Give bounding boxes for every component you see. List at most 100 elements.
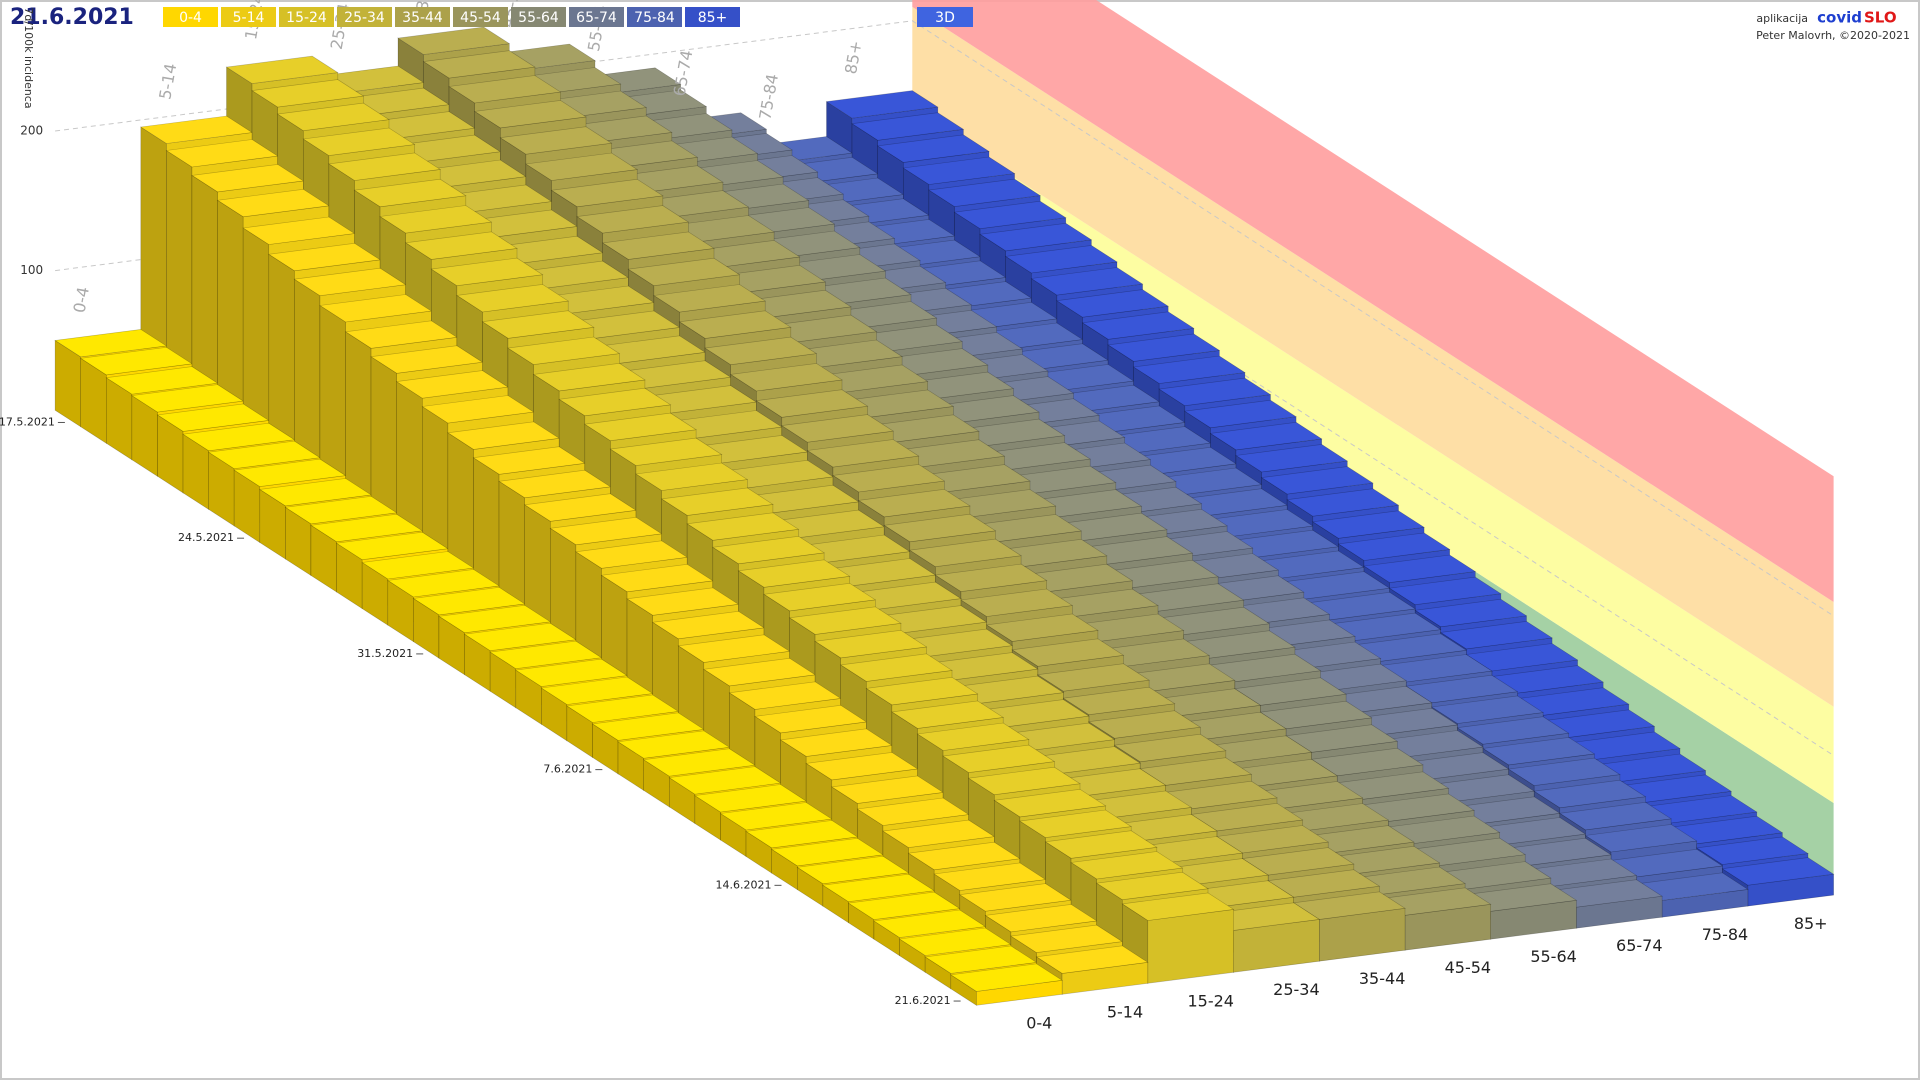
bar-top	[404, 231, 518, 260]
bar-top	[678, 310, 792, 339]
legend-button[interactable]	[569, 7, 624, 27]
bar-top	[825, 90, 939, 119]
bar-top	[857, 488, 971, 518]
series-label: 45-54	[1445, 958, 1492, 977]
author: Peter Malovrh, ©2020-2021	[1756, 29, 1910, 42]
bar-top	[1209, 421, 1323, 451]
series-back-label: 0-4	[70, 285, 93, 314]
legend-button[interactable]	[511, 7, 566, 27]
legend-label[interactable]: 85+	[698, 10, 728, 26]
bars	[54, 26, 1835, 1006]
bar-top	[1311, 510, 1425, 539]
bar-top	[985, 613, 1099, 642]
legend-label[interactable]: 25-34	[344, 10, 385, 26]
bar-top	[1533, 779, 1647, 809]
series-label: 75-84	[1702, 925, 1749, 944]
series-back-label: 85+	[841, 39, 866, 76]
bar-top	[1414, 598, 1528, 628]
legend-label[interactable]: 0-4	[179, 10, 202, 26]
legend-button[interactable]	[627, 7, 682, 27]
bar-top	[1430, 695, 1544, 724]
bar-top	[729, 363, 843, 392]
bar-top	[456, 284, 570, 313]
legend-button[interactable]	[453, 7, 508, 27]
legend-button[interactable]	[685, 7, 740, 27]
x-tick-label: 7.6.2021	[543, 763, 592, 776]
legend-button[interactable]	[163, 7, 218, 27]
chart-title: 21.6.2021	[10, 5, 134, 30]
legend-label[interactable]: 5-14	[233, 10, 265, 26]
bar-top	[1456, 716, 1570, 745]
x-tick-label: 17.5.2021	[0, 415, 55, 428]
view-button-label[interactable]: 3D	[935, 10, 955, 26]
series-label: 65-74	[1616, 936, 1663, 955]
legend-label[interactable]: 55-64	[518, 10, 559, 26]
bar-top	[1132, 355, 1246, 384]
bar-top	[1260, 466, 1374, 495]
y-tick-label: 100	[20, 263, 43, 277]
bar-top	[430, 257, 544, 287]
bar-top	[1056, 289, 1170, 318]
bar-top	[1439, 621, 1553, 650]
brand-covid: covid	[1817, 9, 1862, 27]
y-tick-label: 200	[20, 124, 43, 138]
bar-top	[601, 231, 715, 260]
legend-label[interactable]: 45-54	[460, 10, 501, 26]
bar-top	[576, 205, 690, 234]
bar-top	[627, 257, 741, 287]
bar-top	[653, 284, 767, 313]
zone-band	[912, 6, 1834, 707]
bar-top	[1011, 638, 1125, 667]
series-back-label: 75-84	[755, 72, 782, 121]
series-label: 55-64	[1530, 947, 1577, 966]
legend-button[interactable]	[395, 7, 450, 27]
bar-top	[908, 538, 1022, 568]
bar-top	[525, 152, 639, 181]
bar-top	[934, 563, 1048, 592]
bar-top	[1235, 444, 1349, 473]
bar-top	[353, 178, 467, 208]
view-button[interactable]	[917, 7, 973, 27]
bar-top	[1095, 871, 1209, 901]
bar-top	[473, 100, 587, 129]
bar-top	[883, 513, 997, 543]
bar-top	[481, 310, 595, 339]
bar-top	[1695, 836, 1809, 865]
x-tick-label: 24.5.2021	[178, 531, 234, 544]
bar-top	[806, 439, 920, 468]
bar-top	[448, 75, 562, 104]
bar-top	[780, 414, 895, 443]
legend-label[interactable]: 65-74	[576, 10, 617, 26]
bar-top	[397, 26, 511, 55]
bar-top	[225, 55, 339, 84]
bar-top	[302, 127, 416, 156]
zone-band	[912, 0, 1834, 602]
series-back-label: 65-74	[670, 49, 697, 98]
bar-top	[1584, 824, 1698, 853]
legend-label[interactable]: 75-84	[634, 10, 675, 26]
bar-top	[276, 102, 390, 132]
bar-top	[1121, 892, 1235, 921]
zone-band	[912, 111, 1834, 804]
legend-label[interactable]: 35-44	[402, 10, 443, 26]
legend-label[interactable]: 15-24	[286, 10, 327, 26]
bar-top	[1363, 554, 1477, 583]
legend-button[interactable]	[279, 7, 334, 27]
legend-button[interactable]	[337, 7, 392, 27]
bar-top	[1405, 674, 1519, 704]
bar-top	[550, 178, 664, 208]
bar-top	[1721, 857, 1835, 886]
legend-button[interactable]	[221, 7, 276, 27]
bar-top	[1113, 733, 1227, 763]
app-label: aplikacija	[1756, 12, 1808, 25]
bar-top	[902, 156, 1016, 185]
bar-top	[960, 588, 1074, 617]
series-label: 85+	[1794, 914, 1828, 933]
bar-top	[1507, 757, 1621, 786]
bar-top	[422, 50, 536, 79]
y-axis-label: 7d/100k incidenca	[22, 7, 35, 108]
bar-top	[967, 766, 1081, 796]
bar-top	[763, 582, 877, 612]
bar-top	[583, 412, 697, 442]
